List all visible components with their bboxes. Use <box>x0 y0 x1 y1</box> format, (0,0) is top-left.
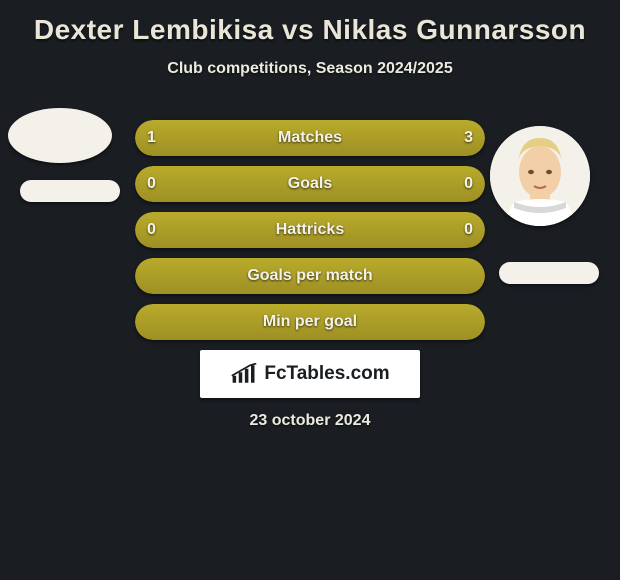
stat-fill <box>135 166 485 202</box>
comparison-rows: Matches13 Goals00 Hattricks00 Goals per mat… <box>135 120 485 350</box>
page-subtitle: Club competitions, Season 2024/2025 <box>0 60 620 78</box>
brand-chart-icon <box>230 363 258 385</box>
stat-row: Hattricks00 <box>135 212 485 248</box>
stat-row: Goals00 <box>135 166 485 202</box>
brand-text: FcTables.com <box>264 363 389 385</box>
stat-fill <box>135 258 485 294</box>
stat-row: Matches13 <box>135 120 485 156</box>
player-left-name-pill <box>20 180 120 202</box>
page-title: Dexter Lembikisa vs Niklas Gunnarsson <box>0 0 620 46</box>
stat-row: Min per goal <box>135 304 485 340</box>
stat-row: Goals per match <box>135 258 485 294</box>
stat-fill-left <box>135 120 223 156</box>
stat-fill-right <box>223 120 486 156</box>
player-right-name-pill <box>499 262 599 284</box>
stat-fill <box>135 304 485 340</box>
comparison-card: Dexter Lembikisa vs Niklas Gunnarsson Cl… <box>0 0 620 580</box>
brand-badge: FcTables.com <box>200 350 420 398</box>
player-left-avatar-placeholder <box>8 108 112 163</box>
date-text: 23 october 2024 <box>0 412 620 430</box>
stat-fill <box>135 212 485 248</box>
player-right-avatar <box>490 126 590 226</box>
